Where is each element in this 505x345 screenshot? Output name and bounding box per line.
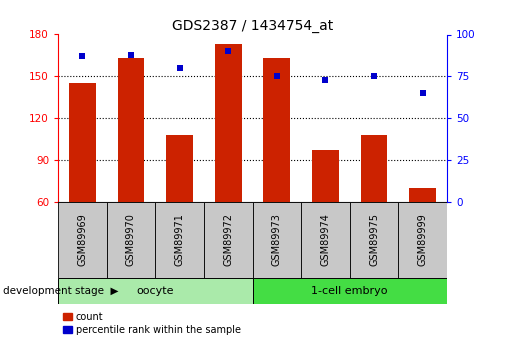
Bar xyxy=(252,278,447,304)
Bar xyxy=(398,202,447,278)
Point xyxy=(419,90,427,96)
Bar xyxy=(204,202,252,278)
Legend: count, percentile rank within the sample: count, percentile rank within the sample xyxy=(63,312,240,335)
Text: GSM89971: GSM89971 xyxy=(175,213,185,266)
Point xyxy=(224,48,232,54)
Point xyxy=(370,73,378,79)
Point xyxy=(321,77,329,82)
Point xyxy=(127,52,135,57)
Bar xyxy=(118,58,144,202)
Text: GSM89970: GSM89970 xyxy=(126,213,136,266)
Bar xyxy=(252,202,301,278)
Text: GSM89999: GSM89999 xyxy=(418,214,428,266)
Bar xyxy=(409,188,436,202)
Point xyxy=(176,65,184,71)
Bar xyxy=(156,202,204,278)
Text: GSM89974: GSM89974 xyxy=(320,213,330,266)
Point xyxy=(273,73,281,79)
Point xyxy=(78,53,86,59)
Bar xyxy=(350,202,398,278)
Bar xyxy=(69,83,96,202)
Text: GSM89972: GSM89972 xyxy=(223,213,233,266)
Bar xyxy=(107,202,156,278)
Text: 1-cell embryo: 1-cell embryo xyxy=(312,286,388,296)
Bar xyxy=(58,278,252,304)
Text: development stage  ▶: development stage ▶ xyxy=(3,286,118,296)
Bar xyxy=(215,44,241,202)
Bar xyxy=(312,150,339,202)
Title: GDS2387 / 1434754_at: GDS2387 / 1434754_at xyxy=(172,19,333,33)
Bar xyxy=(166,135,193,202)
Bar xyxy=(58,202,107,278)
Text: GSM89969: GSM89969 xyxy=(77,214,87,266)
Text: GSM89975: GSM89975 xyxy=(369,213,379,266)
Text: GSM89973: GSM89973 xyxy=(272,213,282,266)
Bar xyxy=(301,202,350,278)
Bar xyxy=(361,135,387,202)
Bar xyxy=(264,58,290,202)
Text: oocyte: oocyte xyxy=(136,286,174,296)
